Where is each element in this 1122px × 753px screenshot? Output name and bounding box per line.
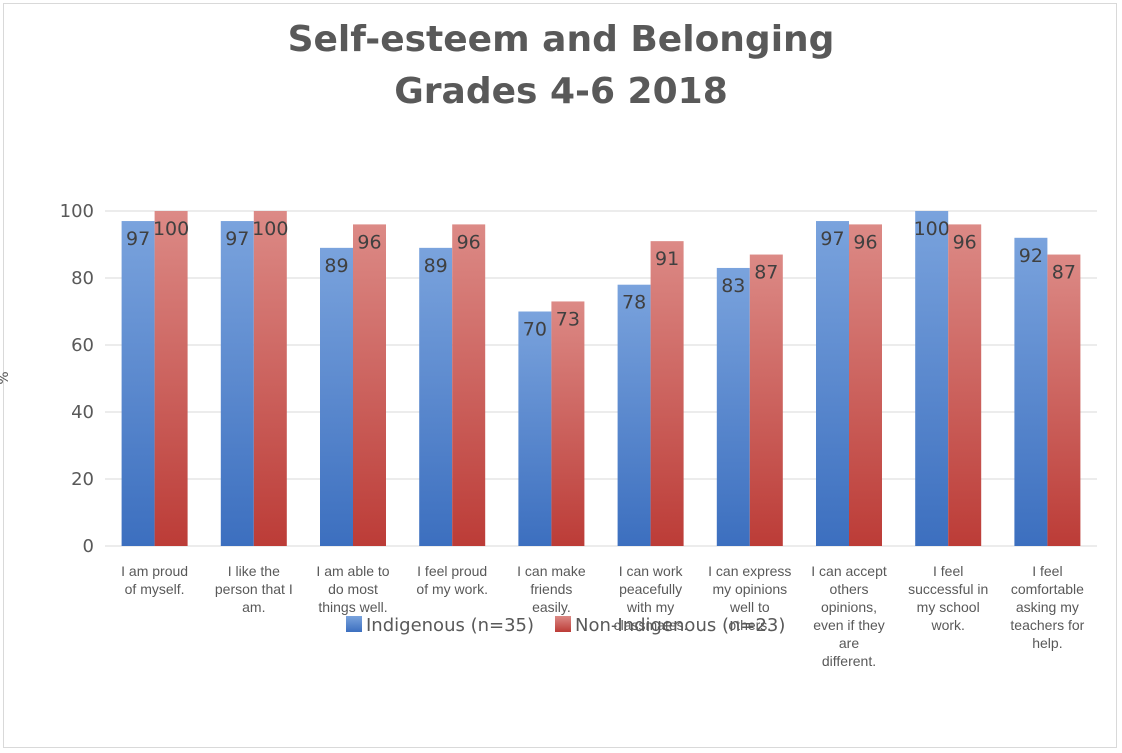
y-tick-label: 20 (71, 469, 94, 490)
x-tick-label: I can express my opinions well to others. (708, 563, 791, 633)
bar-non-indigenous (749, 254, 783, 547)
y-tick-label: 100 (60, 201, 94, 222)
bar-indigenous (617, 284, 651, 546)
bar-non-indigenous (551, 301, 585, 546)
x-tick-label: I can accept others opinions, even if they a… (811, 563, 887, 669)
data-label: 97 (820, 228, 844, 250)
data-label: 92 (1019, 245, 1043, 267)
data-label: 89 (424, 255, 448, 277)
bar-indigenous (1014, 237, 1048, 547)
bar-indigenous (716, 267, 750, 546)
bar-indigenous (220, 221, 254, 547)
bar-indigenous (320, 247, 353, 546)
data-label: 91 (655, 248, 679, 270)
y-tick-label: 0 (83, 536, 94, 557)
bar-non-indigenous (452, 224, 486, 546)
chart-title-line-1: Self-esteem and Belonging (287, 19, 835, 60)
bar-non-indigenous (154, 211, 188, 546)
bar-non-indigenous (353, 224, 386, 546)
bar-indigenous (518, 311, 552, 546)
y-axis-label: % (0, 371, 12, 384)
data-label: 87 (1052, 262, 1076, 284)
bar-non-indigenous (1047, 254, 1081, 547)
legend-label: Non-Indigenous (n=23) (575, 615, 785, 636)
data-label: 100 (914, 218, 950, 240)
bar-indigenous (816, 221, 849, 547)
data-label: 73 (556, 308, 580, 330)
legend-swatch (555, 616, 571, 632)
chart-title-line-2: Grades 4-6 2018 (394, 71, 728, 112)
x-tick-label: I feel comfortable asking my teachers for he… (1010, 563, 1084, 651)
x-tick-label: I am proud of myself. (121, 563, 188, 597)
data-label: 97 (225, 228, 249, 250)
data-label: 87 (754, 262, 778, 284)
bar-non-indigenous (253, 211, 287, 546)
x-tick-label: I can make friends easily. (517, 563, 586, 615)
y-tick-label: 40 (71, 402, 94, 423)
data-label: 100 (252, 218, 288, 240)
x-tick-label: I feel proud of my work. (416, 563, 488, 597)
bar-non-indigenous (849, 224, 882, 546)
legend-label: Indigenous (n=35) (366, 615, 534, 636)
legend-item: Non-Indigenous (n=23) (555, 615, 785, 636)
data-label: 96 (953, 231, 977, 253)
data-label: 83 (721, 275, 745, 297)
y-tick-label: 80 (71, 268, 94, 289)
x-tick-label: I am able to do most things well. (316, 563, 389, 615)
bar-indigenous (121, 221, 155, 547)
chart-title: Self-esteem and Belonging Grades 4-6 201… (0, 14, 1122, 118)
data-label: 70 (523, 319, 547, 341)
legend-item: Indigenous (n=35) (346, 615, 534, 636)
legend-swatch (346, 616, 362, 632)
data-label: 96 (357, 231, 381, 253)
data-label: 100 (153, 218, 189, 240)
data-label: 96 (457, 231, 481, 253)
data-label: 96 (853, 231, 877, 253)
bar-non-indigenous (948, 224, 982, 546)
data-label: 97 (126, 228, 150, 250)
data-label: 89 (324, 255, 348, 277)
y-tick-label: 60 (71, 335, 94, 356)
data-label: 78 (622, 292, 646, 314)
bar-indigenous (419, 247, 453, 546)
bar-indigenous (915, 211, 949, 546)
x-tick-label: I feel successful in my school work. (908, 563, 988, 633)
x-tick-label: I can work peacefully with my classmates. (614, 563, 688, 633)
bar-non-indigenous (650, 241, 684, 546)
